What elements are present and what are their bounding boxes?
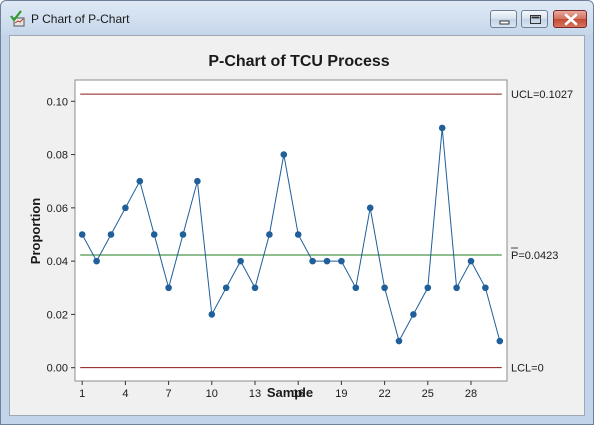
data-point [381, 284, 388, 292]
title-bar[interactable]: P Chart of P-Chart [1, 1, 593, 35]
data-point [78, 231, 86, 238]
data-point [150, 231, 158, 238]
x-axis: 1 4 7 10 13 16 19 22 25 28 [79, 381, 477, 400]
minimize-button[interactable] [490, 10, 517, 28]
x-tick-label: 13 [249, 388, 261, 400]
close-icon [564, 13, 578, 26]
ucl-label: UCL=0.1027 [511, 89, 573, 101]
chart-pane: P-Chart of TCU Process 0.00 0.02 0.04 0.06 0… [9, 35, 585, 416]
data-point [482, 284, 489, 292]
data-point [208, 311, 216, 318]
y-tick-label: 0.06 [47, 203, 68, 215]
y-tick-label: 0.10 [47, 96, 68, 108]
control-limit-labels: UCL=0.1027 P=0.0423 LCL=0 [511, 89, 573, 375]
data-point [395, 337, 403, 345]
chart-title: P-Chart of TCU Process [208, 53, 389, 70]
data-point [136, 177, 144, 185]
data-point [280, 151, 288, 158]
x-tick-label: 16 [292, 388, 304, 400]
data-point [410, 311, 417, 318]
p-chart: P-Chart of TCU Process 0.000.020.040.060… [28, 53, 573, 400]
maximize-icon [530, 15, 541, 24]
lcl-label: LCL=0 [511, 363, 544, 375]
data-point [467, 257, 475, 265]
x-tick-label: 22 [378, 388, 390, 400]
minimize-icon [499, 20, 510, 25]
x-tick-label: 19 [335, 388, 347, 400]
center-label: P=0.0423 [511, 250, 558, 262]
maximize-button[interactable] [521, 10, 548, 28]
data-point [107, 231, 115, 238]
data-point [309, 257, 316, 265]
y-tick-label: 0.04 [47, 256, 68, 268]
x-tick-label: 4 [122, 388, 128, 400]
data-point [352, 284, 360, 292]
data-point [165, 284, 172, 292]
data-point [222, 284, 230, 292]
x-tick-label: 1 [79, 388, 85, 400]
control-limit-lines [80, 93, 502, 369]
x-tick-label: 7 [166, 388, 172, 400]
plot-area [74, 79, 508, 382]
proportion-series [78, 124, 504, 345]
x-tick-label: 28 [465, 388, 477, 400]
y-axis-label: Proportion [28, 198, 43, 264]
data-point [453, 284, 460, 292]
series-line [81, 127, 501, 343]
data-point [323, 257, 331, 265]
x-tick-label: 10 [206, 388, 218, 400]
x-axis-label: Sample [267, 385, 313, 400]
data-point [93, 257, 100, 265]
y-axis: 0.00 0.02 0.04 0.06 0.08 0.10 [47, 96, 75, 375]
data-point [366, 204, 374, 212]
y-tick-label: 0.08 [47, 150, 68, 162]
close-button[interactable] [553, 10, 587, 28]
data-point [237, 257, 244, 265]
y-tick-label: 0.02 [47, 309, 68, 321]
y-tick-label: 0.00 [47, 363, 68, 375]
data-point [338, 257, 345, 265]
window-title: P Chart of P-Chart [31, 12, 130, 26]
data-point [122, 204, 129, 212]
data-point [179, 231, 187, 238]
data-point [496, 337, 504, 345]
data-point [438, 124, 446, 132]
data-point [294, 231, 302, 238]
data-point [266, 231, 273, 238]
data-point [194, 177, 201, 185]
checkmark-graph-icon [10, 10, 25, 27]
data-point [251, 284, 259, 292]
data-point [424, 284, 432, 292]
x-tick-label: 25 [422, 388, 434, 400]
